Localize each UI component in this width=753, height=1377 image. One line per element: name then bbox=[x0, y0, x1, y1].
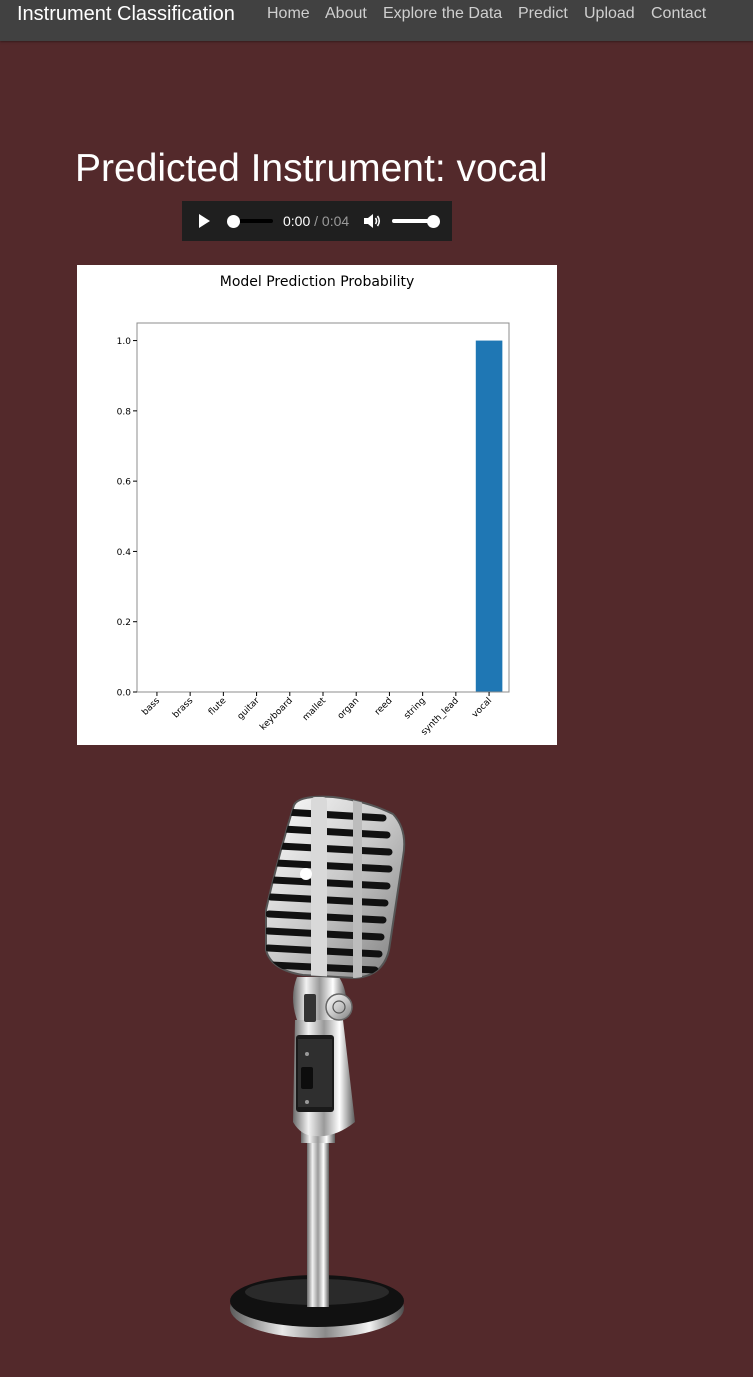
x-tick-label: brass bbox=[171, 696, 195, 720]
play-icon[interactable] bbox=[196, 213, 212, 229]
prediction-chart-svg: Model Prediction Probability 0.0 0.2 0.4 0.… bbox=[117, 274, 510, 738]
volume-slider-track[interactable] bbox=[392, 219, 437, 223]
audio-player: 0:00 / 0:04 bbox=[182, 201, 452, 241]
prediction-chart: Model Prediction Probability 0.0 0.2 0.4 0.… bbox=[77, 265, 557, 745]
x-tick-label: keyboard bbox=[258, 696, 295, 733]
x-tick-label: string bbox=[402, 696, 427, 721]
audio-time-separator: / bbox=[314, 213, 319, 229]
nav-upload[interactable]: Upload bbox=[584, 5, 635, 22]
x-tick-label: mallet bbox=[301, 696, 328, 723]
y-tick-label: 0.8 bbox=[117, 407, 132, 417]
nav-contact[interactable]: Contact bbox=[651, 5, 707, 22]
x-tick-label: guitar bbox=[236, 696, 262, 722]
nav-about[interactable]: About bbox=[325, 5, 367, 22]
x-tick-label: reed bbox=[373, 696, 394, 717]
nav-predict[interactable]: Predict bbox=[518, 5, 568, 22]
x-tick-label: vocal bbox=[470, 696, 494, 720]
nav-explore-the-data[interactable]: Explore the Data bbox=[383, 5, 503, 22]
microphone-image bbox=[230, 795, 406, 1338]
chart-title: Model Prediction Probability bbox=[220, 274, 415, 290]
audio-duration: 0:04 bbox=[321, 213, 350, 229]
audio-time: 0:00 / 0:04 bbox=[283, 213, 349, 229]
volume-icon[interactable] bbox=[363, 213, 382, 229]
page-title: Predicted Instrument: vocal bbox=[75, 147, 548, 190]
volume-slider-handle[interactable] bbox=[427, 215, 440, 228]
x-tick-label: organ bbox=[336, 696, 361, 721]
brand-link[interactable]: Instrument Classification bbox=[17, 3, 235, 25]
x-tick-label: flute bbox=[207, 696, 229, 718]
nav-home[interactable]: Home bbox=[267, 5, 310, 22]
bar-vocal bbox=[475, 340, 503, 692]
y-tick-label: 1.0 bbox=[117, 337, 132, 347]
plot-frame bbox=[136, 322, 510, 693]
audio-progress-handle[interactable] bbox=[227, 215, 240, 228]
navbar: Instrument Classification Home About Exp… bbox=[0, 0, 753, 41]
audio-progress-track[interactable] bbox=[228, 219, 273, 223]
y-tick-label: 0.6 bbox=[117, 478, 132, 488]
y-tick-label: 0.2 bbox=[117, 618, 131, 628]
y-tick-label: 0.0 bbox=[117, 689, 132, 699]
audio-current-time: 0:00 bbox=[283, 213, 311, 229]
x-tick-label: bass bbox=[140, 696, 162, 718]
y-tick-label: 0.4 bbox=[117, 548, 132, 558]
